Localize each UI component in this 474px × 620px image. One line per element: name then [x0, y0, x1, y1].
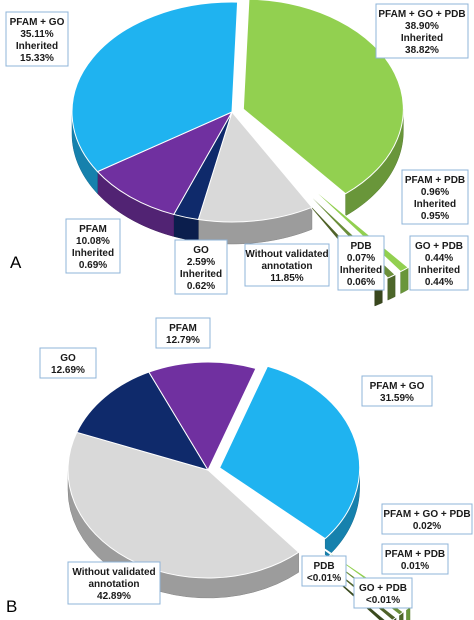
- label-pdb-b: PDB<0.01%: [301, 555, 347, 587]
- label-line: <0.01%: [366, 595, 400, 606]
- slice-pfam: [148, 361, 257, 472]
- slice-labels: PFAM + GO + PDB38.90%Inherited38.82%PFAM…: [5, 3, 473, 609]
- panel-label-b: B: [6, 597, 17, 616]
- label-line: PDB: [350, 241, 371, 252]
- label-line: annotation: [261, 261, 312, 272]
- label-line: GO + PDB: [415, 241, 463, 252]
- label-line: PFAM + GO + PDB: [383, 509, 470, 520]
- label-line: 10.08%: [76, 236, 110, 247]
- label-line: <0.01%: [307, 573, 341, 584]
- label-line: PFAM: [169, 323, 197, 334]
- slice-pfam-go: [218, 365, 361, 540]
- label-line: Inherited: [418, 265, 460, 276]
- label-line: 38.90%: [405, 21, 439, 32]
- slice-go-pdb-side: [387, 274, 396, 301]
- label-line: PFAM + GO: [10, 17, 65, 28]
- label-line: 0.44%: [425, 277, 453, 288]
- label-line: PFAM + PDB: [405, 175, 465, 186]
- label-line: Inherited: [401, 33, 443, 44]
- label-line: 0.62%: [187, 281, 215, 292]
- slice-pfam: [96, 110, 234, 216]
- label-line: 0.02%: [413, 521, 441, 532]
- label-line: annotation: [88, 579, 139, 590]
- label-line: GO: [60, 353, 76, 364]
- label-line: Without validated: [72, 567, 155, 578]
- label-line: 0.44%: [425, 253, 453, 264]
- slice-without-validated-annotation: [67, 431, 300, 579]
- label-line: 31.59%: [380, 393, 414, 404]
- label-line: 42.89%: [97, 591, 131, 602]
- label-go-pdb-b: GO + PDB<0.01%: [353, 577, 413, 609]
- slice-go: [76, 371, 210, 471]
- label-line: PDB: [313, 561, 334, 572]
- label-line: 38.82%: [405, 45, 439, 56]
- label-line: 35.11%: [20, 29, 53, 40]
- label-line: 15.33%: [20, 53, 54, 64]
- slice-pfam-go-pdb: [242, 0, 404, 195]
- label-line: PFAM: [79, 224, 107, 235]
- label-line: 0.01%: [401, 561, 429, 572]
- label-line: Inherited: [340, 265, 382, 276]
- label-line: GO + PDB: [359, 583, 407, 594]
- label-line: 11.85%: [270, 273, 303, 284]
- label-line: PFAM + GO: [370, 381, 425, 392]
- label-line: Inherited: [180, 269, 222, 280]
- label-line: 0.96%: [421, 187, 449, 198]
- label-line: 0.95%: [421, 211, 449, 222]
- label-line: Inherited: [72, 248, 114, 259]
- label-line: 0.69%: [79, 260, 107, 271]
- slice-pdb: [293, 542, 387, 620]
- label-line: 12.79%: [166, 335, 200, 346]
- label-line: PFAM + PDB: [385, 549, 445, 560]
- label-line: 2.59%: [187, 257, 215, 268]
- label-line: 12.69%: [51, 365, 85, 376]
- slice-pfam-go: [71, 1, 239, 173]
- slice-without-validated-annotation: [197, 110, 313, 223]
- label-line: Inherited: [414, 199, 456, 210]
- label-line: Inherited: [16, 41, 58, 52]
- panel-label-a: A: [10, 253, 22, 272]
- label-line: 0.07%: [347, 253, 375, 264]
- label-line: PFAM + GO + PDB: [378, 9, 465, 20]
- label-line: 0.06%: [347, 277, 375, 288]
- label-line: GO: [193, 245, 209, 256]
- label-line: Without validated: [245, 249, 328, 260]
